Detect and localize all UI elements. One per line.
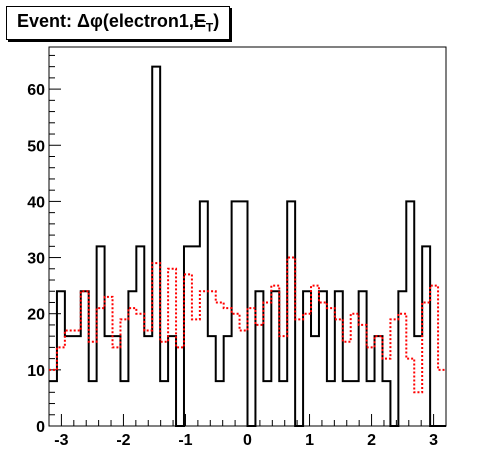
y-tick-label: 50 <box>27 138 45 155</box>
y-tick-label: 30 <box>27 251 45 268</box>
y-tick-label: 60 <box>27 82 45 99</box>
x-tick-label: -2 <box>116 432 130 449</box>
x-tick-label: 2 <box>367 432 376 449</box>
chart-title: Event: Δφ(electron1,ET) <box>17 11 219 35</box>
y-tick-label: 10 <box>27 363 45 380</box>
met-subscript: T <box>205 20 214 35</box>
title-suffix: ) <box>213 11 220 32</box>
y-tick-label: 20 <box>27 307 45 324</box>
histogram-series-2 <box>49 256 446 394</box>
y-tick-label: 0 <box>36 419 45 436</box>
x-tick-label: 1 <box>305 432 314 449</box>
x-tick-label: -3 <box>54 432 68 449</box>
x-tick-label: -1 <box>178 432 192 449</box>
y-tick-label: 40 <box>27 194 45 211</box>
title-prefix: Event: Δφ(electron1, <box>17 11 194 32</box>
axes: 0 10 20 30 40 50 60 -3 -2 -1 0 1 2 3 <box>27 54 447 449</box>
x-tick-label: 3 <box>429 432 438 449</box>
x-tick-label: 0 <box>243 432 252 449</box>
met-symbol: E <box>193 11 206 32</box>
series-layer <box>49 65 446 427</box>
title-box: Event: Δφ(electron1,ET) <box>6 6 231 40</box>
histogram-series-1 <box>49 65 446 427</box>
